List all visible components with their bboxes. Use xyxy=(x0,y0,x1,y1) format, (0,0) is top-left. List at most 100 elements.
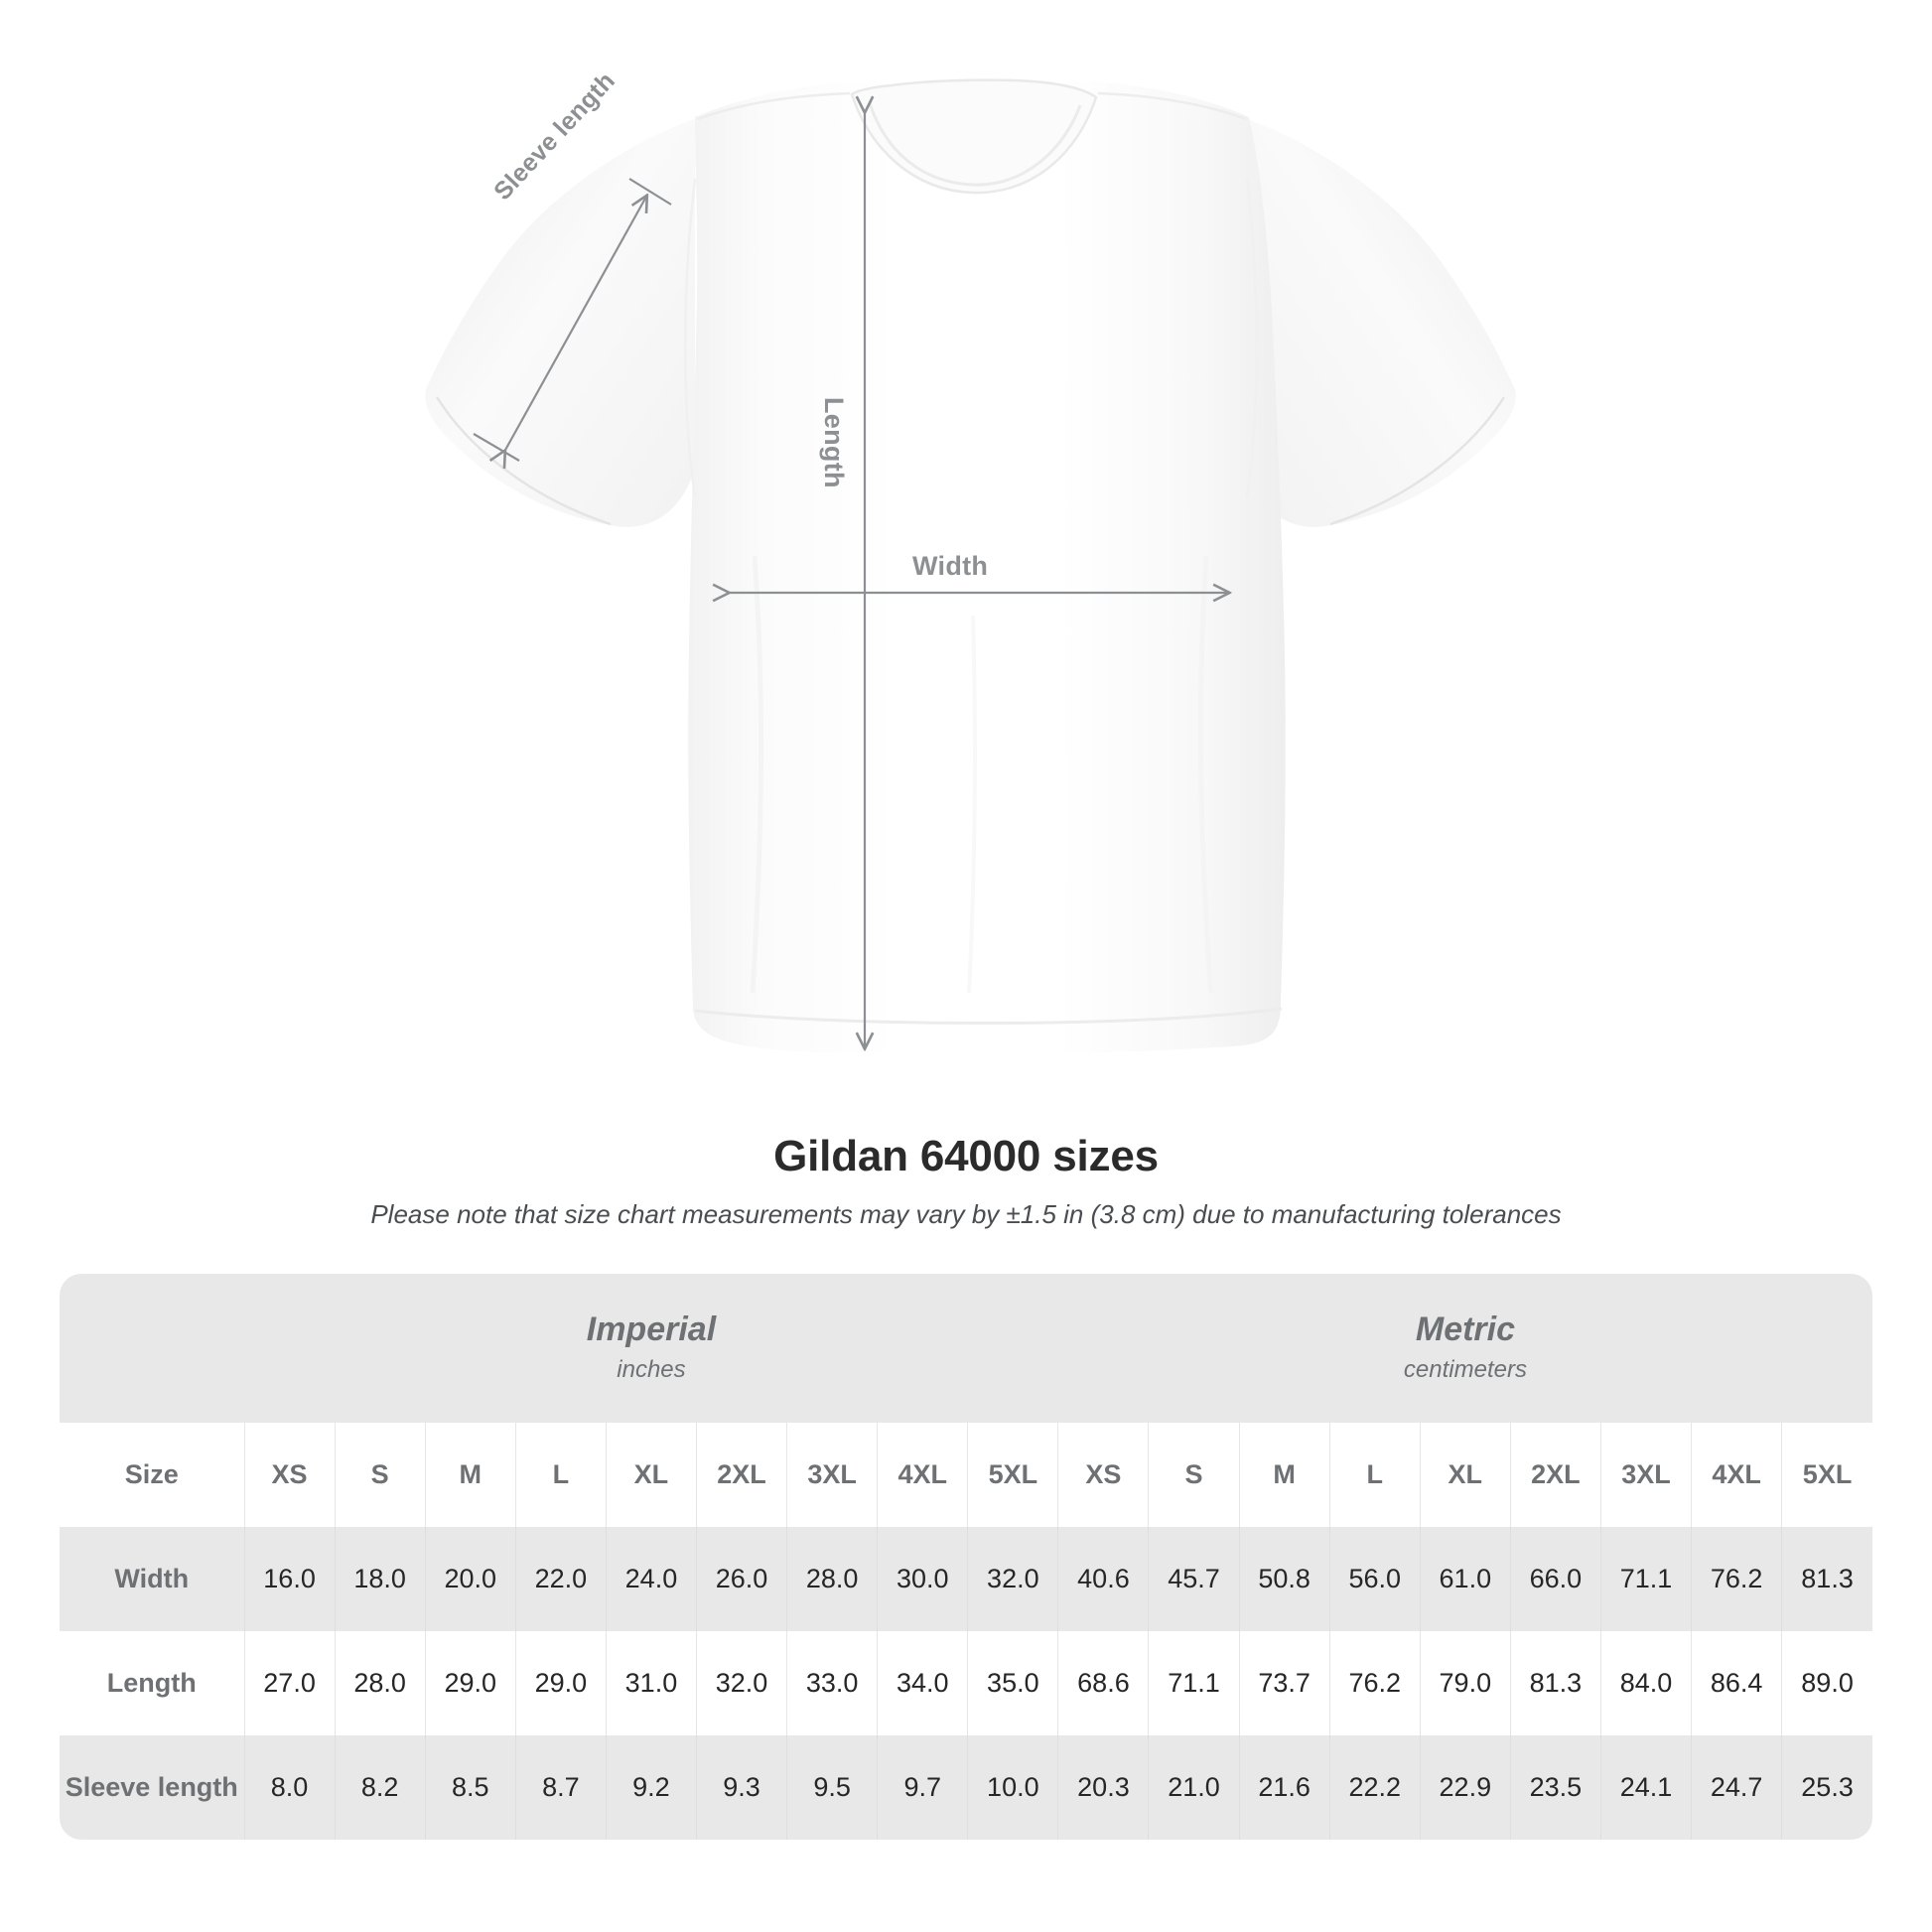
unit-group-name: Metric xyxy=(1415,1310,1516,1348)
unit-group-row: Imperial inches Metric centimeters xyxy=(60,1274,1872,1423)
measurement-cell: 81.3 xyxy=(1781,1527,1872,1631)
left-armhole-seam xyxy=(684,178,697,497)
size-header-cell: XL xyxy=(1419,1423,1511,1527)
size-header-cell: XS xyxy=(243,1423,336,1527)
size-header-cell: XS xyxy=(1057,1423,1149,1527)
size-header-cell: 3XL xyxy=(1599,1423,1692,1527)
measurement-cell: 27.0 xyxy=(243,1631,336,1735)
size-header-cell: 5XL xyxy=(967,1423,1058,1527)
shirt-body xyxy=(688,80,1286,1055)
measurement-cell: 9.5 xyxy=(786,1735,878,1840)
measurement-cell: 29.0 xyxy=(424,1631,516,1735)
measurement-cell: 10.0 xyxy=(967,1735,1058,1840)
fabric-fold xyxy=(967,615,978,994)
measurement-cell: 9.2 xyxy=(605,1735,697,1840)
size-header-cell: XL xyxy=(605,1423,697,1527)
size-row-label: Size xyxy=(60,1423,245,1527)
width-dimension-label: Width xyxy=(912,551,989,581)
measurement-row-label: Width xyxy=(60,1527,245,1631)
bottom-hem xyxy=(694,1007,1283,1025)
unit-group-subtitle: centimeters xyxy=(1403,1355,1527,1383)
measurement-cell: 35.0 xyxy=(967,1631,1058,1735)
measurement-cell: 9.3 xyxy=(695,1735,787,1840)
measurement-cell: 61.0 xyxy=(1419,1527,1511,1631)
table-row: Sleeve length 8.0 8.2 8.5 8.7 9.2 9.3 9.5 9.7 10.… xyxy=(60,1735,1872,1840)
unit-group-name: Imperial xyxy=(586,1310,717,1348)
size-header-cell: 5XL xyxy=(1781,1423,1872,1527)
measurement-cell: 22.0 xyxy=(514,1527,607,1631)
measurement-cell: 45.7 xyxy=(1148,1527,1240,1631)
measurement-cell: 26.0 xyxy=(695,1527,787,1631)
measurement-cell: 22.2 xyxy=(1328,1735,1421,1840)
measurement-cell: 86.4 xyxy=(1691,1631,1782,1735)
measurement-cell: 28.0 xyxy=(334,1631,426,1735)
tolerance-note: Please note that size chart measurements… xyxy=(370,1199,1562,1229)
measurement-cell: 8.0 xyxy=(243,1735,336,1840)
measurement-cell: 84.0 xyxy=(1599,1631,1692,1735)
measurement-cell: 16.0 xyxy=(243,1527,336,1631)
measurement-cell: 30.0 xyxy=(877,1527,968,1631)
right-armhole-seam xyxy=(1245,178,1258,497)
size-header-cell: M xyxy=(424,1423,516,1527)
measurement-cell: 25.3 xyxy=(1781,1735,1872,1840)
measurement-cell: 28.0 xyxy=(786,1527,878,1631)
measurement-cell: 20.0 xyxy=(424,1527,516,1631)
measurement-annotations xyxy=(473,111,1228,1047)
measurement-cell: 24.7 xyxy=(1691,1735,1782,1840)
measurement-row-label: Length xyxy=(60,1631,245,1735)
size-header-row: Size XS S M L XL 2XL 3XL 4XL 5XL XS S M L XL 2XL 3XL 4XL 5… xyxy=(60,1423,1872,1527)
measurement-cell: 33.0 xyxy=(786,1631,878,1735)
measurement-cell: 50.8 xyxy=(1238,1527,1330,1631)
right-shoulder-seam xyxy=(1097,91,1247,121)
measurement-cell: 89.0 xyxy=(1781,1631,1872,1735)
measurement-cell: 71.1 xyxy=(1599,1527,1692,1631)
length-dimension-label: Length xyxy=(819,397,849,488)
measurement-cell: 34.0 xyxy=(877,1631,968,1735)
size-header-cell: 3XL xyxy=(786,1423,878,1527)
size-header-cell: S xyxy=(334,1423,426,1527)
right-sleeve xyxy=(1246,119,1516,527)
collar-ribbing xyxy=(868,102,1082,187)
measurement-cell: 81.3 xyxy=(1509,1631,1601,1735)
table-row: Length 27.0 28.0 29.0 29.0 31.0 32.0 33.0 34.0 35… xyxy=(60,1631,1872,1735)
left-sleeve xyxy=(425,119,695,527)
tshirt-illustration xyxy=(425,78,1516,1055)
size-chart-table: Imperial inches Metric centimeters Size XS S M L… xyxy=(60,1274,1872,1840)
size-header-cell: S xyxy=(1148,1423,1240,1527)
measurement-cell: 73.7 xyxy=(1238,1631,1330,1735)
measurement-cell: 71.1 xyxy=(1148,1631,1240,1735)
measurement-cell: 9.7 xyxy=(877,1735,968,1840)
measurement-cell: 21.0 xyxy=(1148,1735,1240,1840)
measurement-cell: 56.0 xyxy=(1328,1527,1421,1631)
measurement-cell: 21.6 xyxy=(1238,1735,1330,1840)
sleeve-tick-top xyxy=(628,178,672,206)
size-header-cell: 4XL xyxy=(877,1423,968,1527)
measurement-cell: 8.2 xyxy=(334,1735,426,1840)
size-header-cell: 4XL xyxy=(1691,1423,1782,1527)
measurement-cell: 8.7 xyxy=(514,1735,607,1840)
table-row: Width 16.0 18.0 20.0 22.0 24.0 26.0 28.0 30.0 32.… xyxy=(60,1527,1872,1631)
chart-header: Gildan 64000 sizes Please note that size… xyxy=(0,1132,1932,1230)
measurement-cell: 18.0 xyxy=(334,1527,426,1631)
right-sleeve-hem xyxy=(1329,396,1506,526)
sleeve-dimension-line xyxy=(504,197,646,452)
size-header-cell: 2XL xyxy=(1509,1423,1601,1527)
measurement-cell: 31.0 xyxy=(605,1631,697,1735)
size-chart-table-container: Imperial inches Metric centimeters Size XS S M L… xyxy=(60,1274,1872,1840)
measurement-cell: 76.2 xyxy=(1691,1527,1782,1631)
measurement-cell: 40.6 xyxy=(1057,1527,1149,1631)
unit-group-header-imperial: Imperial inches xyxy=(244,1274,1058,1423)
measurement-cell: 24.0 xyxy=(605,1527,697,1631)
measurement-cell: 32.0 xyxy=(695,1631,787,1735)
tshirt-diagram: Width Length Sleeve length xyxy=(425,67,1516,1055)
measurement-cell: 22.9 xyxy=(1419,1735,1511,1840)
size-header-cell: L xyxy=(1328,1423,1421,1527)
size-header-cell: 2XL xyxy=(695,1423,787,1527)
measurement-row-label: Sleeve length xyxy=(60,1735,245,1840)
measurement-cell: 76.2 xyxy=(1328,1631,1421,1735)
fabric-fold xyxy=(1197,555,1214,994)
table-corner-cell xyxy=(60,1274,245,1423)
measurement-cell: 29.0 xyxy=(514,1631,607,1735)
measurement-cell: 24.1 xyxy=(1599,1735,1692,1840)
size-header-cell: M xyxy=(1238,1423,1330,1527)
